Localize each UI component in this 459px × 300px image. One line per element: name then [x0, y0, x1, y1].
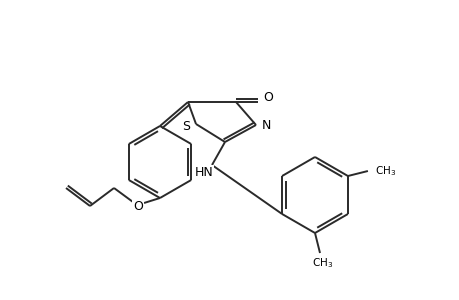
Text: O: O [263, 91, 272, 103]
Text: CH$_3$: CH$_3$ [375, 164, 396, 178]
Text: S: S [182, 119, 190, 133]
Text: CH$_3$: CH$_3$ [312, 256, 333, 270]
Text: O: O [133, 200, 143, 212]
Text: N: N [261, 118, 270, 131]
Text: HN: HN [194, 166, 213, 178]
